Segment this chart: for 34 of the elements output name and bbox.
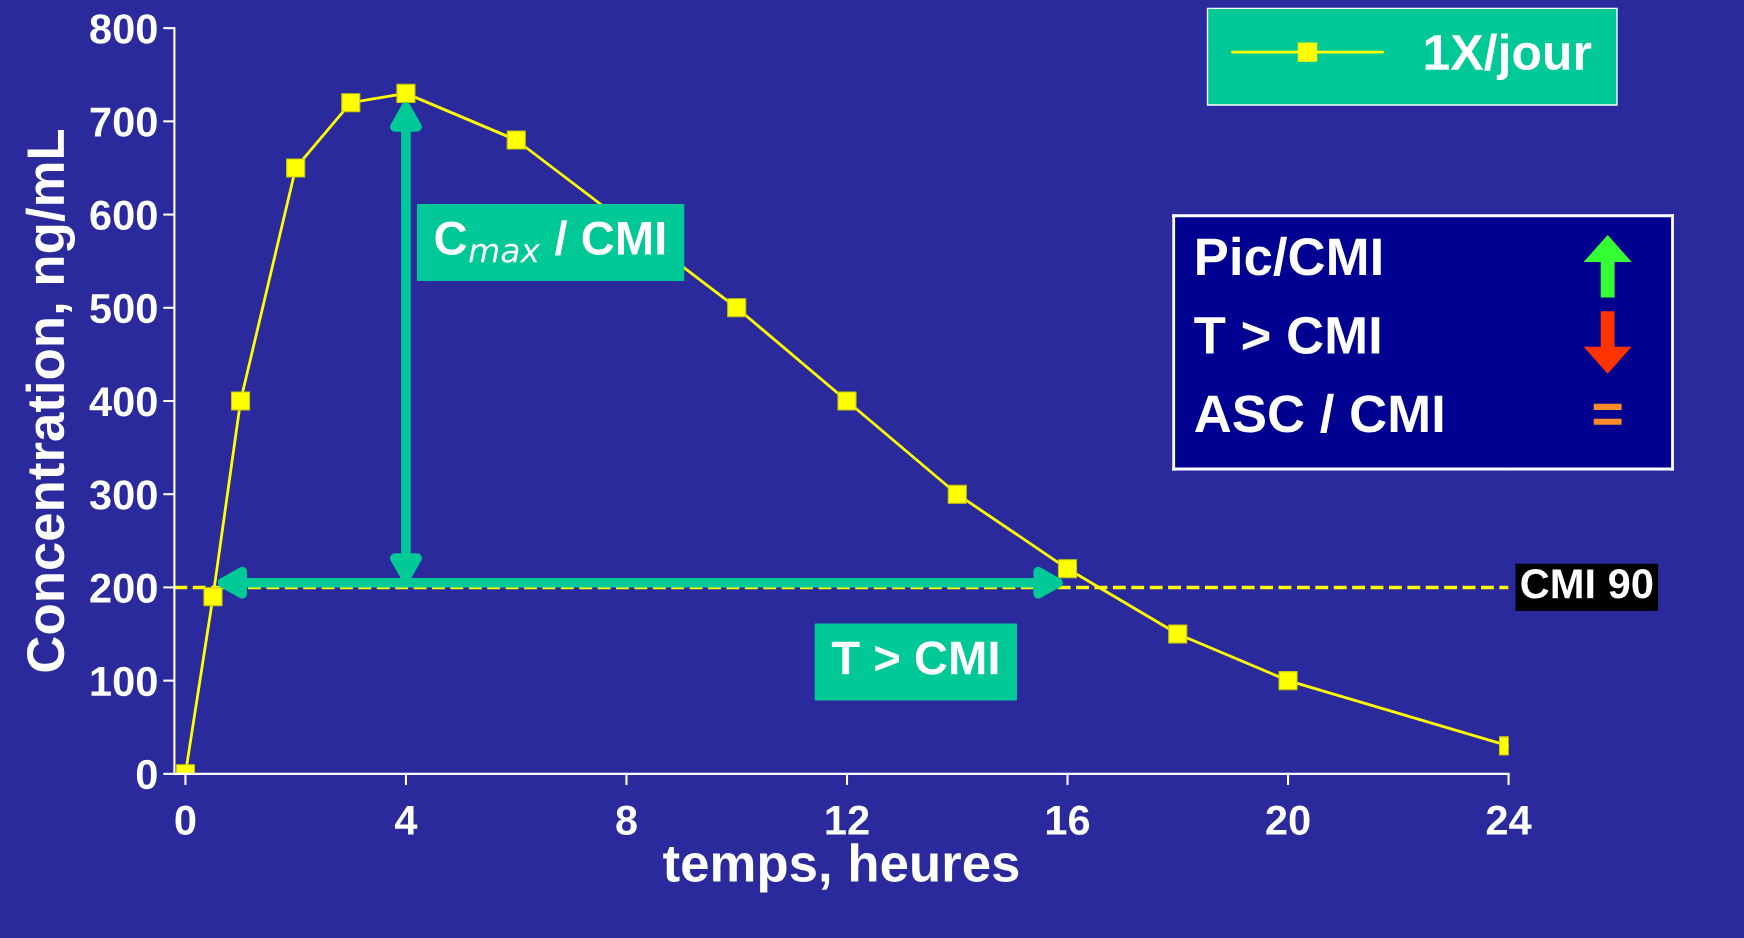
legend-label: 1X/jour (1425, 33, 1592, 81)
y-tick-label: 600 (90, 200, 157, 231)
y-tick-label: 100 (91, 666, 157, 697)
y-tick-label: 500 (90, 293, 157, 324)
y-tick-label: 300 (89, 480, 157, 510)
y-tick-label: 700 (90, 107, 157, 137)
point (341, 93, 361, 113)
x-tick-label: 12 (826, 805, 869, 835)
y-axis-title: Concentration, ng/mL (25, 129, 76, 672)
point (837, 391, 857, 411)
point (947, 484, 967, 504)
point (1278, 671, 1298, 691)
point (1168, 624, 1188, 644)
point (506, 130, 526, 150)
y-tick-label: 0 (136, 759, 157, 790)
x-tick-label: 8 (616, 805, 637, 836)
point (396, 83, 416, 103)
point (286, 158, 306, 178)
point (727, 298, 747, 318)
x-tick-label: 20 (1266, 805, 1310, 836)
ref-line-label: CMI 90 (1521, 569, 1653, 599)
point (231, 391, 251, 411)
y-tick-label: 400 (89, 387, 157, 417)
x-tick-label: 4 (394, 805, 418, 835)
annotation: C$_{max}$ / CMI (435, 220, 665, 263)
x-tick-label: 24 (1486, 805, 1532, 835)
x-tick-label: 16 (1046, 805, 1090, 836)
point (203, 587, 223, 607)
annotation: T > CMI (831, 641, 998, 675)
y-tick-label: 200 (90, 573, 157, 603)
x-tick-label: 0 (175, 805, 196, 836)
point (1057, 559, 1078, 579)
y-tick-label: 800 (90, 14, 157, 44)
x-axis-title: temps, heures (663, 843, 1019, 893)
